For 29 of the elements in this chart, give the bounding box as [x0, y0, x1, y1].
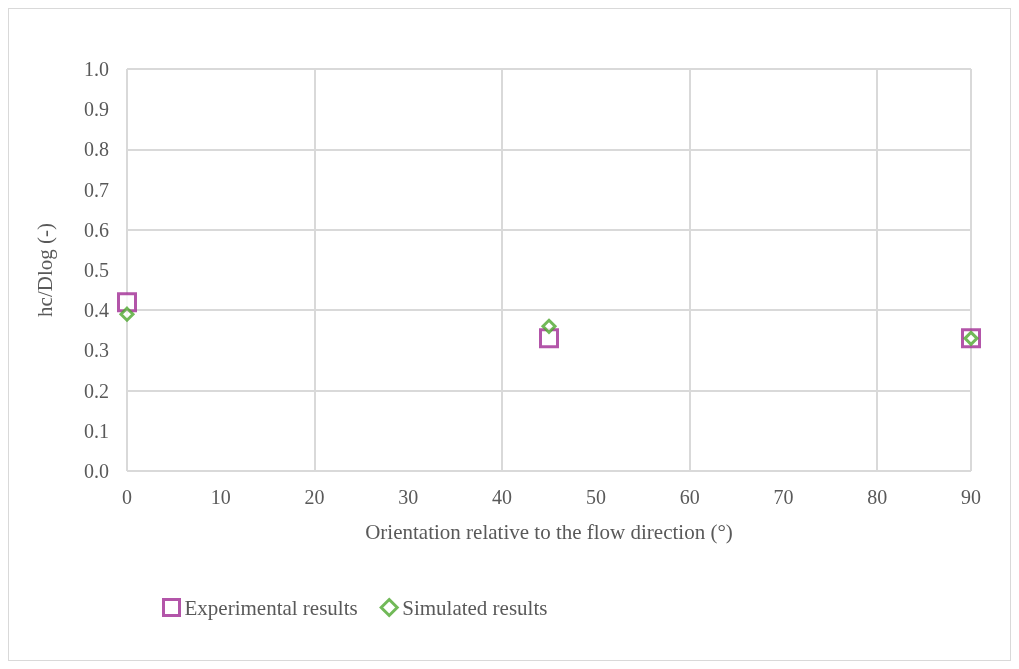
x-tick-label: 40: [492, 486, 513, 508]
y-tick-label: 0.4: [84, 299, 109, 322]
x-axis-title: Orientation relative to the flow direction (°): [365, 519, 733, 544]
x-tick-label: 30: [398, 486, 419, 508]
x-tick-label: 20: [304, 486, 325, 508]
point: [541, 318, 557, 334]
y-tick-label: 0.8: [84, 138, 109, 161]
point: [539, 328, 559, 349]
y-tick-label: 0.5: [84, 259, 109, 281]
x-tick-label: 90: [961, 486, 981, 508]
legend-label: Experimental results: [184, 595, 358, 620]
point: [119, 306, 135, 322]
y-tick-label: 1.0: [84, 58, 109, 80]
y-tick-label: 0.0: [84, 460, 109, 482]
x-tick-label: 10: [210, 486, 231, 508]
y-tick-label: 0.9: [84, 98, 109, 121]
x-tick-label: 0: [122, 486, 132, 508]
point: [117, 292, 137, 313]
y-tick-label: 0.2: [84, 379, 109, 402]
y-axis-title: hc/Dlog (-): [32, 223, 57, 317]
x-tick-label: 60: [679, 486, 700, 508]
y-tick-label: 0.3: [84, 339, 109, 362]
x-tick-label: 70: [773, 486, 794, 508]
legend-label: Simulated results: [402, 595, 548, 620]
y-tick-label: 0.7: [84, 178, 109, 201]
x-tick-label: 50: [585, 486, 606, 508]
y-tick-label: 0.1: [84, 419, 109, 442]
x-tick-label: 80: [867, 486, 888, 508]
y-tick-label: 0.6: [84, 218, 109, 241]
